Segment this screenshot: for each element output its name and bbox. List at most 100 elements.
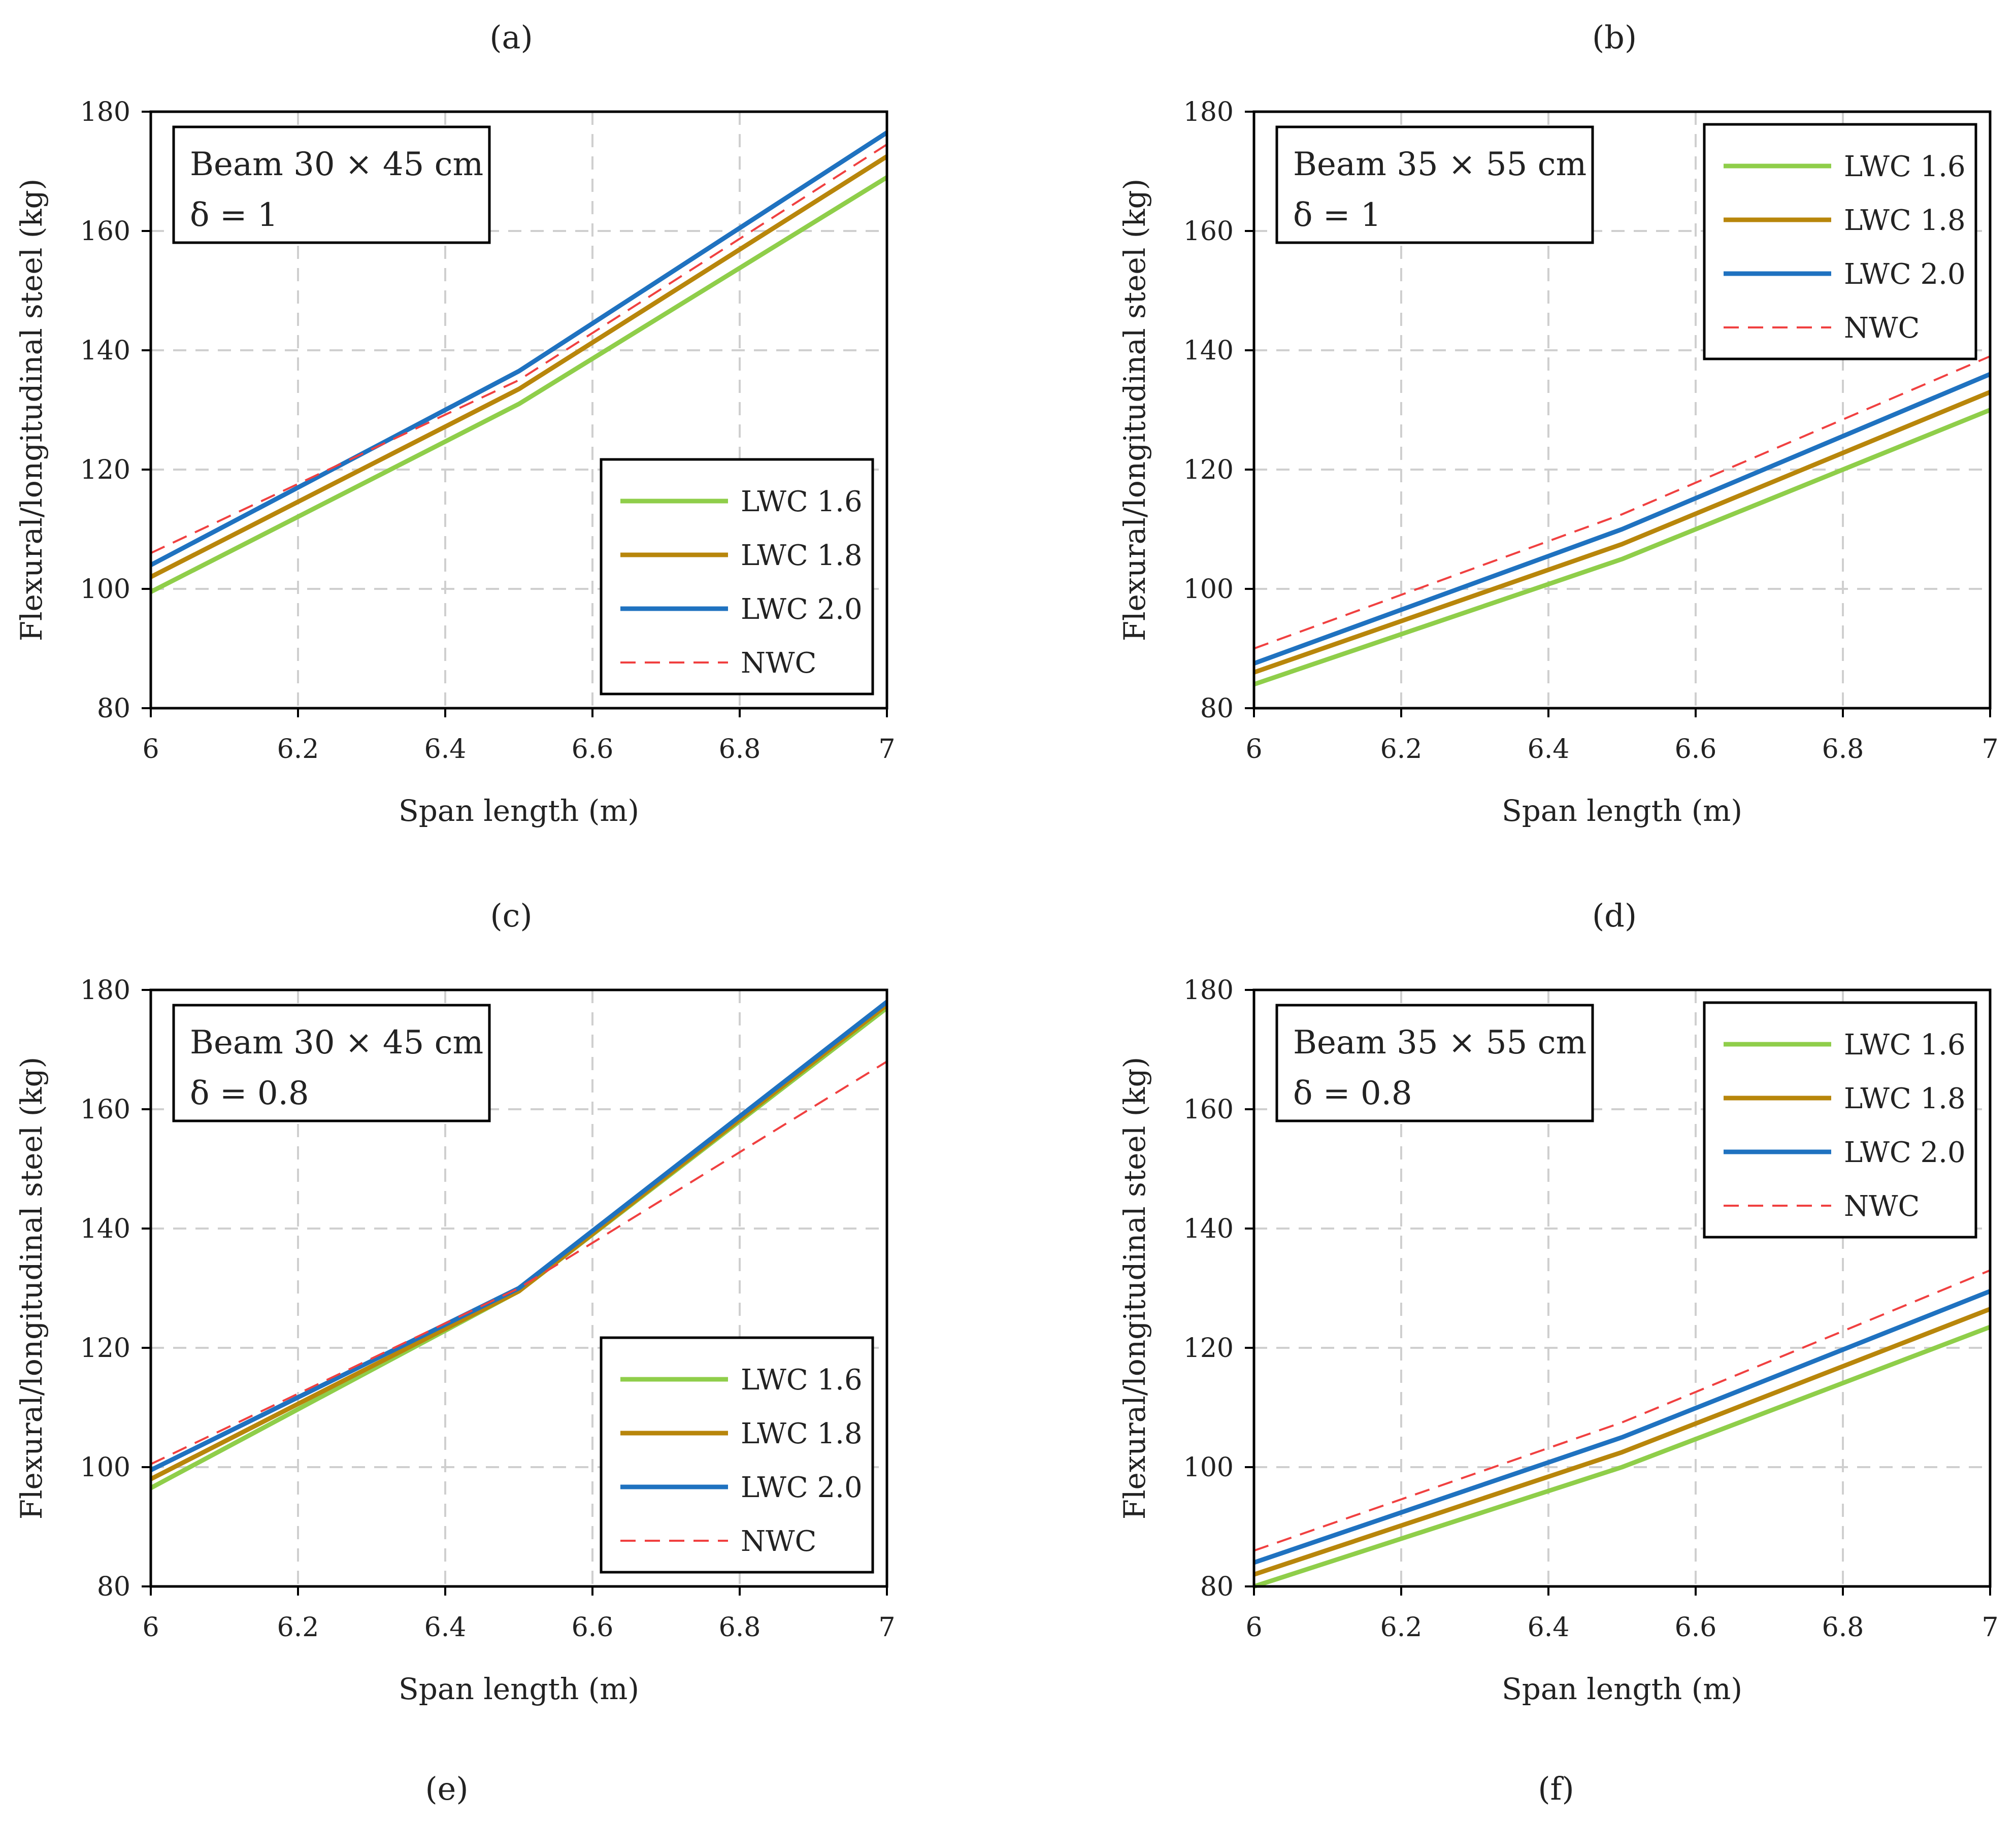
y-tick-label: 100 [80, 574, 130, 605]
legend-label: LWC 1.6 [741, 485, 863, 518]
y-tick-label: 100 [1183, 1452, 1234, 1483]
x-tick-label: 7 [878, 734, 895, 765]
y-tick-label: 180 [1183, 97, 1234, 127]
y-tick-label: 120 [1183, 455, 1234, 485]
x-tick-label: 6.2 [1380, 734, 1423, 765]
legend-label: LWC 2.0 [741, 1471, 863, 1504]
x-tick-label: 6.8 [1822, 1612, 1864, 1643]
series-line-lwc-2-0 [149, 130, 888, 567]
y-axis-label: Flexural/longitudinal steel (kg) [1117, 179, 1152, 642]
y-tick-label: 100 [80, 1452, 130, 1483]
y-tick-label: 120 [80, 1333, 130, 1364]
legend-label: LWC 1.8 [741, 1417, 863, 1450]
chart-panel: (b) 6 6.2 6.4 6.6 6.8 7 80 100 120 140 160 180 Span l… [1117, 19, 1999, 828]
x-tick-label: 6.6 [572, 734, 614, 765]
legend-label: LWC 1.6 [1844, 150, 1966, 183]
series-line-lwc-2-0 [1253, 1289, 1991, 1565]
y-tick-label: 180 [1183, 975, 1234, 1006]
info-box [1275, 125, 1594, 244]
info-box-line: δ = 0.8 [190, 1075, 309, 1112]
y-tick-label: 80 [1200, 693, 1234, 724]
x-tick-label: 6.8 [719, 1612, 761, 1643]
y-tick-label: 160 [80, 1095, 130, 1125]
chart-panel: (a) 6 6.2 6.4 6.6 6.8 7 80 100 120 140 160 180 Span l… [14, 19, 896, 828]
x-tick-label: 6.4 [1528, 1612, 1570, 1643]
info-box-line: Beam 35 × 55 cm [1293, 146, 1587, 183]
series-line-nwc [150, 143, 888, 554]
y-tick-label: 140 [80, 1214, 130, 1244]
info-box [1275, 1004, 1594, 1122]
x-tick-label: 6.8 [1822, 734, 1864, 765]
x-tick-label: 6 [142, 734, 159, 765]
legend-box [600, 1336, 874, 1574]
legend-label: LWC 1.6 [741, 1364, 863, 1397]
panel-label: (a) [489, 19, 533, 56]
y-tick-label: 80 [1200, 1572, 1234, 1602]
x-tick-label: 6.2 [277, 1612, 319, 1643]
panel-label: (d) [1592, 897, 1637, 934]
x-axis-label: Span length (m) [1502, 793, 1742, 828]
series-line-lwc-2-0 [1253, 372, 1991, 666]
info-box-line: Beam 30 × 45 cm [190, 1024, 483, 1062]
info-box-line: Beam 35 × 55 cm [1293, 1024, 1587, 1062]
info-box-line: δ = 1 [1293, 196, 1381, 234]
x-tick-label: 6 [142, 1612, 159, 1643]
legend-label: NWC [1844, 312, 1920, 345]
chart-panel: (d) 6 6.2 6.4 6.6 6.8 7 80 100 120 140 160 180 Span l… [1117, 897, 1999, 1706]
legend-label: LWC 1.8 [741, 539, 863, 572]
y-axis-label: Flexural/longitudinal steel (kg) [1117, 1057, 1152, 1520]
panel-label: (c) [490, 897, 532, 934]
legend-label: LWC 2.0 [1844, 1136, 1966, 1169]
legend-box [600, 458, 874, 695]
x-tick-label: 6.2 [277, 734, 319, 765]
info-box [172, 1004, 491, 1122]
y-tick-label: 160 [80, 216, 130, 247]
x-tick-label: 7 [1981, 1612, 1998, 1643]
x-tick-label: 6.4 [424, 734, 467, 765]
y-tick-label: 160 [1183, 1095, 1234, 1125]
x-tick-label: 6.6 [1675, 1612, 1717, 1643]
y-axis-label: Flexural/longitudinal steel (kg) [14, 179, 49, 642]
y-tick-label: 140 [1183, 1214, 1234, 1244]
series-line-lwc-1-8 [1253, 1307, 1991, 1577]
y-tick-label: 140 [1183, 336, 1234, 366]
x-tick-label: 6.4 [1528, 734, 1570, 765]
legend-label: NWC [1844, 1190, 1920, 1223]
y-axis-label: Flexural/longitudinal steel (kg) [14, 1057, 49, 1520]
info-box-line: δ = 0.8 [1293, 1075, 1412, 1112]
legend-label: LWC 2.0 [741, 593, 863, 626]
y-tick-label: 180 [80, 97, 130, 127]
x-tick-label: 6 [1245, 1612, 1262, 1643]
y-tick-label: 100 [1183, 574, 1234, 605]
series-line-nwc [1253, 355, 1991, 650]
x-tick-label: 7 [1981, 734, 1998, 765]
x-tick-label: 7 [878, 1612, 895, 1643]
legend-box [1703, 1001, 1977, 1239]
series-line-lwc-1-8 [149, 154, 888, 579]
x-tick-label: 6 [1245, 734, 1262, 765]
x-axis-label: Span length (m) [1502, 1672, 1742, 1706]
legend-label: LWC 1.8 [1844, 204, 1966, 237]
plot-frame [149, 110, 888, 710]
info-box-line: Beam 30 × 45 cm [190, 146, 483, 183]
info-box [172, 125, 491, 244]
x-tick-label: 6.6 [572, 1612, 614, 1643]
y-tick-label: 180 [80, 975, 130, 1006]
y-tick-label: 140 [80, 336, 130, 366]
y-tick-label: 80 [97, 1572, 130, 1602]
y-tick-label: 120 [1183, 1333, 1234, 1364]
chart-panel: (c) 6 6.2 6.4 6.6 6.8 7 80 100 120 140 160 180 Span l… [14, 897, 896, 1706]
legend-label: LWC 1.8 [1844, 1082, 1966, 1115]
x-tick-label: 6.6 [1675, 734, 1717, 765]
x-tick-label: 6.2 [1380, 1612, 1423, 1643]
panel-label-e: (e) [425, 1770, 468, 1807]
y-tick-label: 80 [97, 693, 130, 724]
info-box-line: δ = 1 [190, 196, 278, 234]
series-line-lwc-2-0 [150, 1000, 888, 1472]
x-tick-label: 6.8 [719, 734, 761, 765]
panel-label-f: (f) [1538, 1770, 1574, 1807]
y-tick-label: 160 [1183, 216, 1234, 247]
series-line-lwc-1-6 [149, 175, 888, 594]
series-line-lwc-1-6 [1253, 1324, 1991, 1589]
